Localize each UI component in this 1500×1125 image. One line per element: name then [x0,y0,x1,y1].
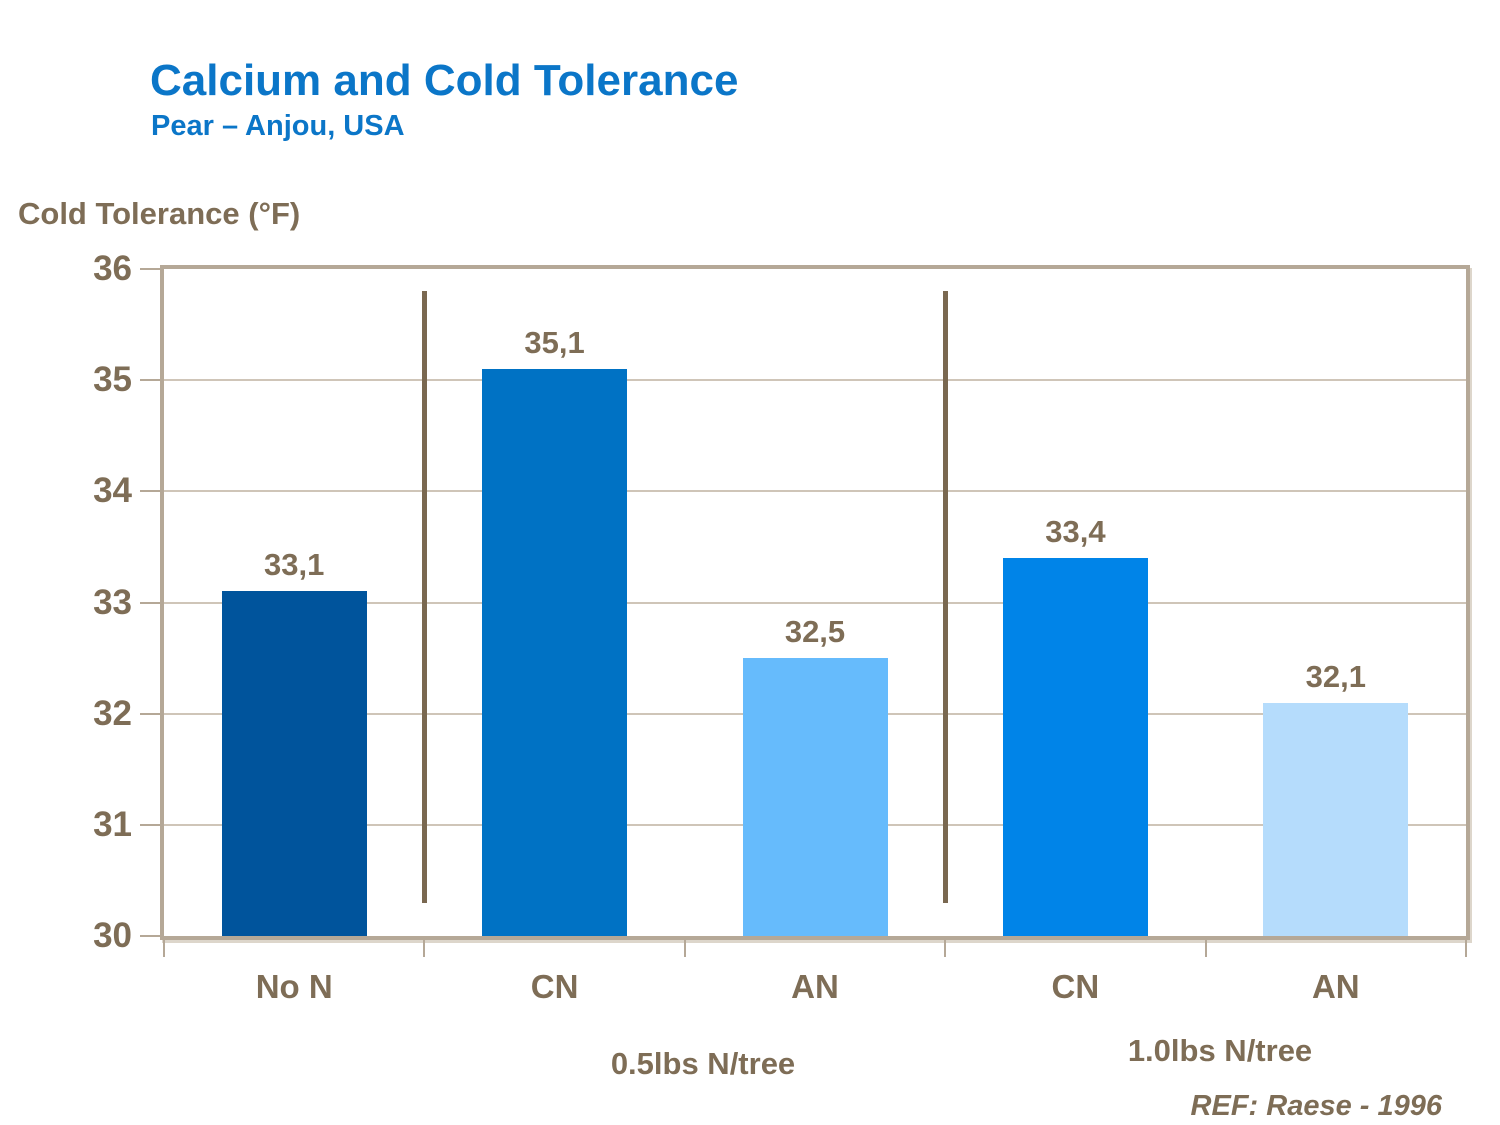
y-tick-label-36: 36 [93,249,132,288]
y-tick-mark [140,601,160,604]
x-tick-mark [683,940,686,957]
x-tick-mark [1204,940,1207,957]
gridline-34 [164,490,1466,493]
bar-4-an [1263,702,1409,936]
y-tick-label-35: 35 [93,360,132,400]
category-label-4: AN [1311,968,1360,1005]
group-label-10lbs: 1.0lbs N/tree [1127,1033,1313,1068]
chart-subtitle: Pear – Anjou, USA [151,110,405,142]
gridline-33 [164,601,1466,604]
group-divider [421,291,427,903]
bar-1-cn [482,369,628,936]
plot-area: 33,1 35,1 32,5 33,4 32,1 [160,265,1470,940]
bar-2-an [742,658,888,936]
bar-3-cn [1002,558,1148,936]
bar-value-label: 33,4 [1045,514,1106,550]
plot-inner: 33,1 35,1 32,5 33,4 32,1 [164,269,1466,936]
y-tick-mark [140,712,160,715]
group-label-05lbs: 0.5lbs N/tree [610,1046,796,1081]
y-tick-mark [140,823,160,826]
category-label-2: AN [791,968,839,1005]
category-label-3: CN [1051,968,1100,1005]
y-axis-title: Cold Tolerance (°F) [18,196,301,231]
bar-value-label: 32,5 [784,614,846,650]
group-divider [942,291,948,903]
bar-value-label: 33,1 [264,547,325,583]
y-tick-label-32: 32 [93,693,132,733]
category-label-1: CN [530,968,579,1005]
x-tick-mark [944,940,947,957]
bar-0-no-n [221,591,367,936]
x-tick-mark [1465,940,1467,957]
y-tick-mark [140,490,160,493]
y-tick-label-31: 31 [93,804,132,844]
y-tick-label-34: 34 [93,471,132,511]
y-tick-mark [140,268,160,270]
y-tick-mark [140,379,160,382]
y-tick-label-30: 30 [93,916,132,955]
y-tick-label-33: 33 [93,582,132,622]
category-label-0: No N [255,968,333,1005]
x-tick-mark [423,940,426,957]
gridline-35 [164,379,1466,382]
reference-citation: REF: Raese - 1996 [1190,1090,1442,1122]
bar-value-label: 35,1 [524,325,585,361]
bar-value-label: 32,1 [1305,658,1366,694]
chart-title: Calcium and Cold Tolerance [150,56,739,105]
y-tick-mark [140,935,160,937]
x-tick-mark [163,940,165,957]
